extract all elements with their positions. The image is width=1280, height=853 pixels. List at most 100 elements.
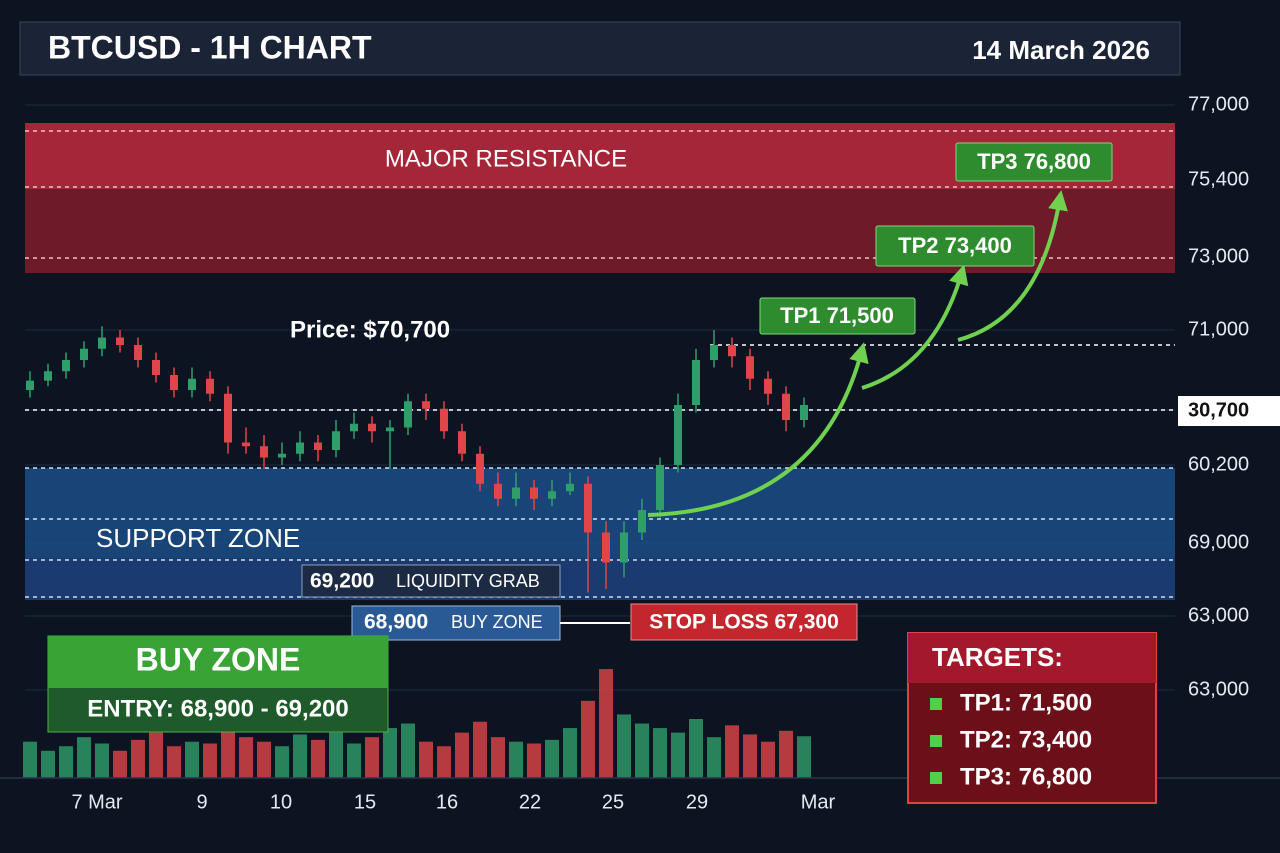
candle-body xyxy=(170,375,178,390)
candle-body xyxy=(422,401,430,409)
y-tick-label: 69,000 xyxy=(1188,531,1249,553)
target-bullet xyxy=(930,698,942,710)
candle-body xyxy=(620,532,628,563)
volume-bar xyxy=(203,743,217,778)
candle-body xyxy=(584,483,592,533)
volume-bar xyxy=(473,721,487,778)
title: BTCUSD - 1H CHART xyxy=(48,29,372,65)
buy-panel-entry: ENTRY: 68,900 - 69,200 xyxy=(87,695,348,722)
candle-body xyxy=(26,380,34,390)
candle-body xyxy=(638,510,646,533)
candle-body xyxy=(278,453,286,458)
candle-body xyxy=(530,487,538,499)
tp1-box xyxy=(759,297,916,335)
y-tick-label: 71,000 xyxy=(1188,318,1249,340)
tp2-label: TP2 73,400 xyxy=(898,233,1012,258)
volume-bar xyxy=(239,737,253,778)
target-item: TP1: 71,500 xyxy=(960,689,1092,716)
volume-bar xyxy=(761,741,775,778)
buy-zone-box xyxy=(351,605,561,641)
targets-panel-header xyxy=(908,633,1156,683)
candle-body xyxy=(62,360,70,372)
price-annotation: Price: $70,700 xyxy=(290,316,450,343)
targets-title: TARGETS: xyxy=(932,642,1063,672)
volume-bar xyxy=(455,732,469,778)
candle-body xyxy=(440,408,448,432)
volume-bar xyxy=(41,750,55,778)
y-tick-label: 73,000 xyxy=(1188,245,1249,267)
volume-bar xyxy=(491,737,505,778)
x-tick-label: 22 xyxy=(519,791,541,813)
buy-panel-title: BUY ZONE xyxy=(136,641,301,677)
volume-bar xyxy=(113,750,127,778)
x-tick-label: 15 xyxy=(354,791,376,813)
volume-bar xyxy=(257,741,271,778)
volume-bar xyxy=(311,739,325,778)
volume-bar xyxy=(725,725,739,778)
candle-body xyxy=(746,356,754,379)
volume-bar xyxy=(167,746,181,778)
tp2-box xyxy=(875,225,1035,267)
volume-bar xyxy=(329,732,343,778)
candle-body xyxy=(692,360,700,405)
volume-bar xyxy=(671,732,685,778)
tp3-box xyxy=(955,142,1113,182)
x-tick-label: 7 Mar xyxy=(71,791,122,813)
volume-bar xyxy=(365,737,379,778)
y-tick-label: 60,200 xyxy=(1188,453,1249,475)
support-band-low xyxy=(25,558,1175,600)
candle-body xyxy=(134,345,142,360)
candle-body xyxy=(782,393,790,420)
y-tick-label: 63,000 xyxy=(1188,678,1249,700)
candle-body xyxy=(80,348,88,360)
y-tick-label: 63,000 xyxy=(1188,604,1249,626)
volume-bar xyxy=(419,741,433,778)
tp1-label: TP1 71,500 xyxy=(780,303,894,328)
volume-bar xyxy=(563,728,577,778)
candle-body xyxy=(368,423,376,432)
candle-body xyxy=(404,401,412,428)
candle-body xyxy=(476,453,484,484)
candle-body xyxy=(656,465,664,510)
candle-body xyxy=(260,446,268,458)
volume-bar xyxy=(77,737,91,778)
volume-bar xyxy=(545,739,559,778)
candle-body xyxy=(800,405,808,420)
volume-bar xyxy=(383,728,397,778)
volume-bar xyxy=(347,743,361,778)
candle-body xyxy=(674,405,682,465)
volume-bar xyxy=(527,743,541,778)
volume-bar xyxy=(95,743,109,778)
volume-bar xyxy=(635,723,649,778)
volume-bar xyxy=(23,741,37,778)
axes: 7 Mar 9 10 15 16 22 25 29 Mar 77,000 75,400 73,000 7… xyxy=(71,93,1280,813)
liquidity-price: 69,200 xyxy=(310,570,374,593)
candle-body xyxy=(566,483,574,492)
candle-body xyxy=(116,337,124,345)
volume-bar xyxy=(743,734,757,778)
candle-body xyxy=(728,345,736,357)
resistance-label: MAJOR RESISTANCE xyxy=(385,145,627,172)
current-price-tag xyxy=(1178,396,1280,426)
volume-bar xyxy=(797,736,811,778)
liquidity-box xyxy=(301,564,561,598)
candle-body xyxy=(314,442,322,450)
target-item: TP2: 73,400 xyxy=(960,726,1092,753)
candle-body xyxy=(224,393,232,443)
candle-body xyxy=(386,427,394,432)
volume-bar xyxy=(185,741,199,778)
buy-panel-header xyxy=(48,636,388,688)
volume-bar xyxy=(707,737,721,778)
volume-bar xyxy=(437,746,451,778)
candle-body xyxy=(242,442,250,447)
target-bullet xyxy=(930,735,942,747)
date: 14 March 2026 xyxy=(972,35,1150,65)
volume-bar xyxy=(617,714,631,778)
current-price-label: 30,700 xyxy=(1188,399,1249,421)
candle-body xyxy=(152,360,160,375)
tp3-label: TP3 76,800 xyxy=(977,149,1091,174)
x-tick-label: 25 xyxy=(602,791,624,813)
stop-loss-box xyxy=(630,603,858,641)
candle-body xyxy=(710,345,718,360)
volume-bar xyxy=(131,739,145,778)
